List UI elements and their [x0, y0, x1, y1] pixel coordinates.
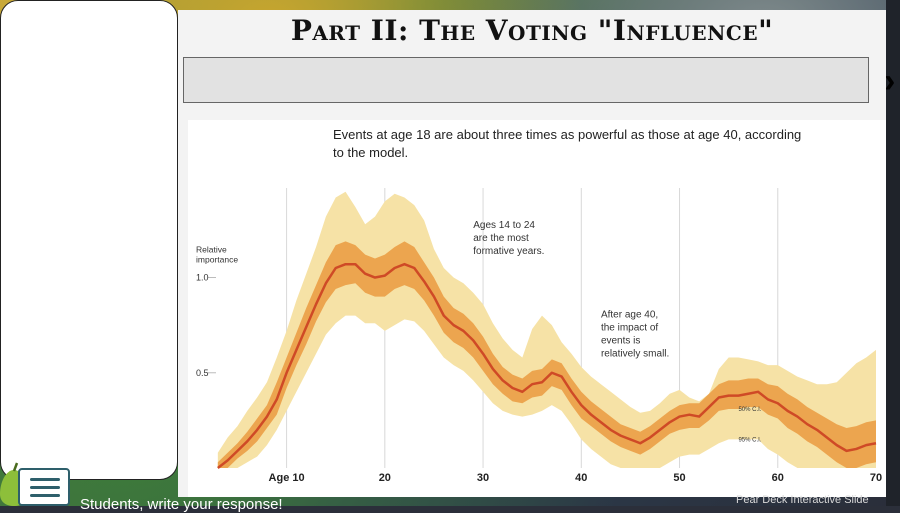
- x-tick-label: 40: [575, 472, 587, 484]
- x-tick-label: Age 10: [269, 472, 305, 484]
- x-tick-label: 60: [772, 472, 784, 484]
- annotation-text: relatively small.: [601, 349, 669, 360]
- annotation-text: are the most: [473, 233, 529, 244]
- median-line: [217, 262, 877, 469]
- annotation-text: formative years.: [473, 246, 544, 257]
- y-tick-label: 1.0: [196, 273, 209, 283]
- chart-image: Events at age 18 are about three times a…: [188, 120, 886, 497]
- slide-doc-icon: [18, 468, 70, 506]
- annotation-text: 95% C.I.: [738, 437, 761, 443]
- x-tick-label: 20: [379, 472, 391, 484]
- window-edge: [886, 0, 900, 506]
- annotation-text: the impact of: [601, 323, 658, 334]
- chart-title-line: to the model.: [333, 145, 408, 160]
- student-response-panel[interactable]: [0, 0, 178, 480]
- x-tick-label: 30: [477, 472, 489, 484]
- y-tick-label: 0.5: [196, 368, 209, 378]
- x-tick-label: 50: [673, 472, 685, 484]
- response-text-box[interactable]: [183, 57, 869, 103]
- ci50-band: [217, 241, 876, 468]
- chart-svg: Events at age 18 are about three times a…: [196, 127, 882, 484]
- annotation-text: Ages 14 to 24: [473, 220, 535, 231]
- y-axis-label: Relative: [196, 245, 227, 255]
- x-tick-label: 70: [870, 472, 882, 484]
- next-arrow-icon[interactable]: ›: [884, 62, 896, 100]
- pear-deck-label: Pear Deck Interactive Slide: [736, 494, 869, 506]
- annotation-text: 50% C.I.: [738, 407, 761, 413]
- chart-title-line: Events at age 18 are about three times a…: [333, 127, 801, 142]
- slide-canvas: Part II: The Voting "Influence" Events a…: [178, 10, 886, 497]
- response-prompt: Students, write your response!: [80, 496, 283, 513]
- annotation-text: After age 40,: [601, 310, 658, 321]
- annotation-text: events is: [601, 336, 640, 347]
- y-axis-label: importance: [196, 255, 238, 265]
- page-title: Part II: The Voting "Influence": [290, 14, 774, 47]
